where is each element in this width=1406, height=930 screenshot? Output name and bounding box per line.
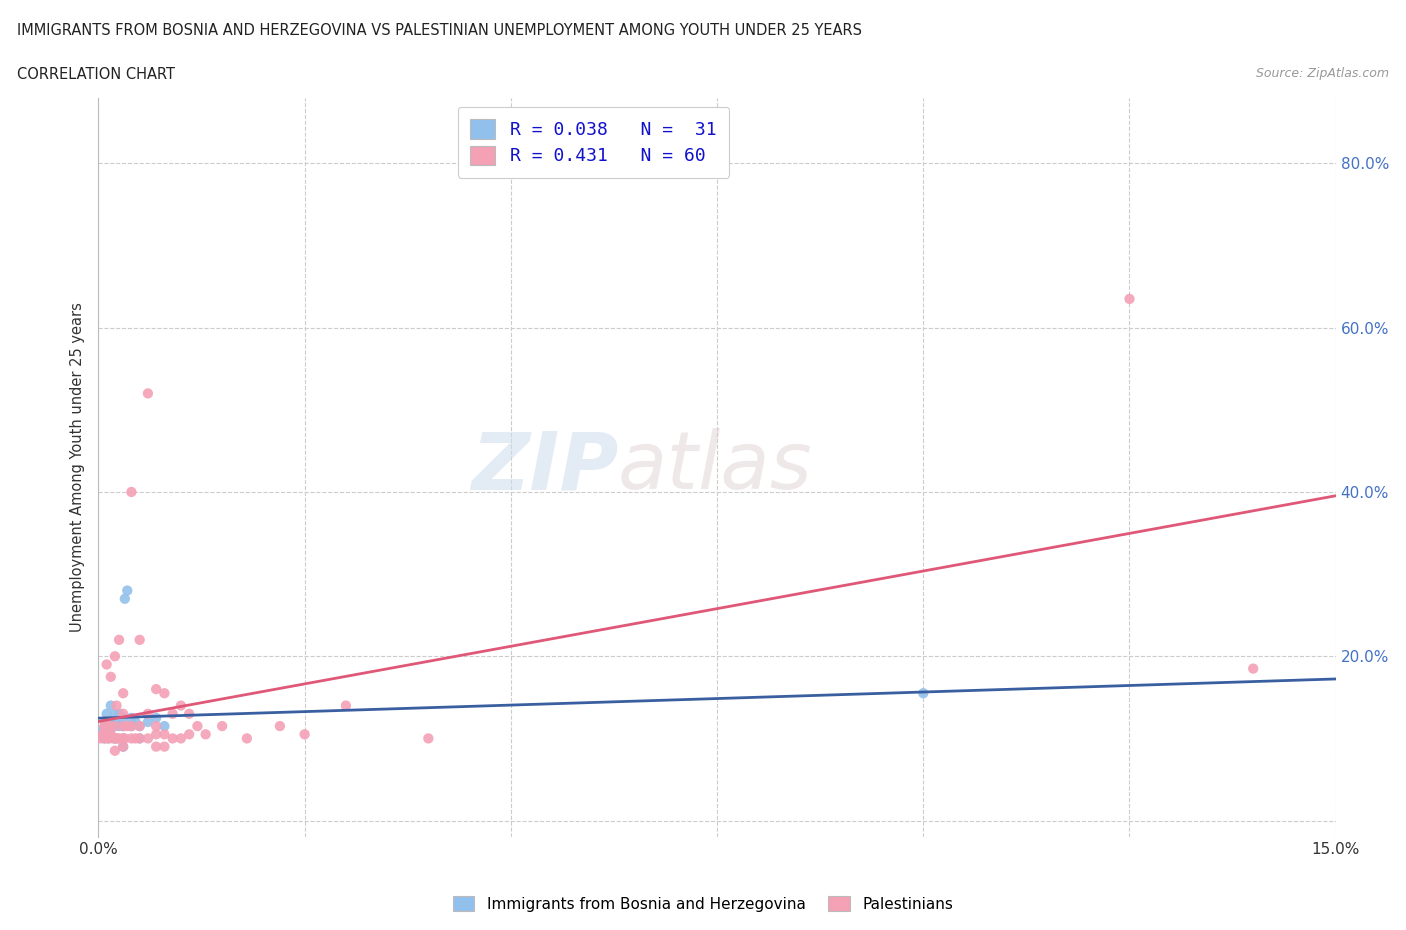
Point xyxy=(1241,661,1264,676)
Point xyxy=(112,731,135,746)
Point xyxy=(98,723,121,737)
Text: ZIP: ZIP xyxy=(471,429,619,506)
Point xyxy=(104,731,127,746)
Point xyxy=(112,731,135,746)
Point xyxy=(112,739,135,754)
Point xyxy=(96,719,118,734)
Point xyxy=(108,632,131,647)
Point xyxy=(335,698,357,713)
Point xyxy=(94,714,117,729)
Point xyxy=(162,731,184,746)
Point xyxy=(153,727,176,742)
Point xyxy=(145,739,167,754)
Point xyxy=(418,731,440,746)
Point xyxy=(128,719,150,734)
Legend: R = 0.038   N =  31, R = 0.431   N = 60: R = 0.038 N = 31, R = 0.431 N = 60 xyxy=(457,107,730,178)
Point xyxy=(91,723,114,737)
Point xyxy=(186,719,208,734)
Point xyxy=(104,707,127,722)
Point xyxy=(105,731,128,746)
Point xyxy=(104,719,127,734)
Point xyxy=(108,731,131,746)
Point xyxy=(211,719,233,734)
Point xyxy=(104,731,127,746)
Point xyxy=(97,731,120,746)
Point xyxy=(100,727,122,742)
Point xyxy=(100,714,122,729)
Point xyxy=(124,714,146,729)
Point xyxy=(112,707,135,722)
Point xyxy=(98,719,121,734)
Point xyxy=(108,719,131,734)
Point xyxy=(145,711,167,725)
Point xyxy=(120,719,142,734)
Point xyxy=(145,719,167,734)
Point xyxy=(136,707,159,722)
Point xyxy=(105,714,128,729)
Point xyxy=(179,707,201,722)
Point xyxy=(145,682,167,697)
Point xyxy=(114,731,136,746)
Point xyxy=(153,739,176,754)
Point xyxy=(93,731,115,746)
Point xyxy=(170,731,193,746)
Point xyxy=(120,719,142,734)
Point xyxy=(114,591,136,606)
Point xyxy=(128,731,150,746)
Point xyxy=(96,707,118,722)
Point xyxy=(90,731,112,746)
Point xyxy=(1118,291,1140,306)
Point xyxy=(128,632,150,647)
Point xyxy=(269,719,291,734)
Point xyxy=(120,731,142,746)
Point xyxy=(136,386,159,401)
Point xyxy=(145,727,167,742)
Text: CORRELATION CHART: CORRELATION CHART xyxy=(17,67,174,82)
Point xyxy=(104,743,127,758)
Point xyxy=(105,698,128,713)
Point xyxy=(120,711,142,725)
Point xyxy=(97,731,120,746)
Point xyxy=(117,719,139,734)
Point xyxy=(96,727,118,742)
Point xyxy=(112,719,135,734)
Point xyxy=(136,731,159,746)
Point xyxy=(128,731,150,746)
Point xyxy=(104,649,127,664)
Point xyxy=(91,727,114,742)
Point xyxy=(162,707,184,722)
Point xyxy=(94,731,117,746)
Y-axis label: Unemployment Among Youth under 25 years: Unemployment Among Youth under 25 years xyxy=(70,302,86,632)
Point xyxy=(194,727,217,742)
Point xyxy=(294,727,316,742)
Point xyxy=(112,719,135,734)
Text: IMMIGRANTS FROM BOSNIA AND HERZEGOVINA VS PALESTINIAN UNEMPLOYMENT AMONG YOUTH U: IMMIGRANTS FROM BOSNIA AND HERZEGOVINA V… xyxy=(17,23,862,38)
Point xyxy=(105,731,128,746)
Point xyxy=(93,719,115,734)
Point xyxy=(128,719,150,734)
Point xyxy=(153,685,176,700)
Point xyxy=(136,714,159,729)
Point xyxy=(153,719,176,734)
Point xyxy=(100,698,122,713)
Point xyxy=(112,739,135,754)
Point xyxy=(112,711,135,725)
Point xyxy=(117,583,139,598)
Point xyxy=(170,698,193,713)
Point xyxy=(112,685,135,700)
Point xyxy=(179,727,201,742)
Point xyxy=(912,685,935,700)
Point xyxy=(124,731,146,746)
Point xyxy=(100,670,122,684)
Point xyxy=(104,719,127,734)
Legend: Immigrants from Bosnia and Herzegovina, Palestinians: Immigrants from Bosnia and Herzegovina, … xyxy=(447,889,959,918)
Point xyxy=(236,731,259,746)
Point xyxy=(120,485,142,499)
Point xyxy=(108,707,131,722)
Text: Source: ZipAtlas.com: Source: ZipAtlas.com xyxy=(1256,67,1389,80)
Point xyxy=(103,719,125,734)
Text: atlas: atlas xyxy=(619,429,813,506)
Point xyxy=(101,731,124,746)
Point xyxy=(96,657,118,671)
